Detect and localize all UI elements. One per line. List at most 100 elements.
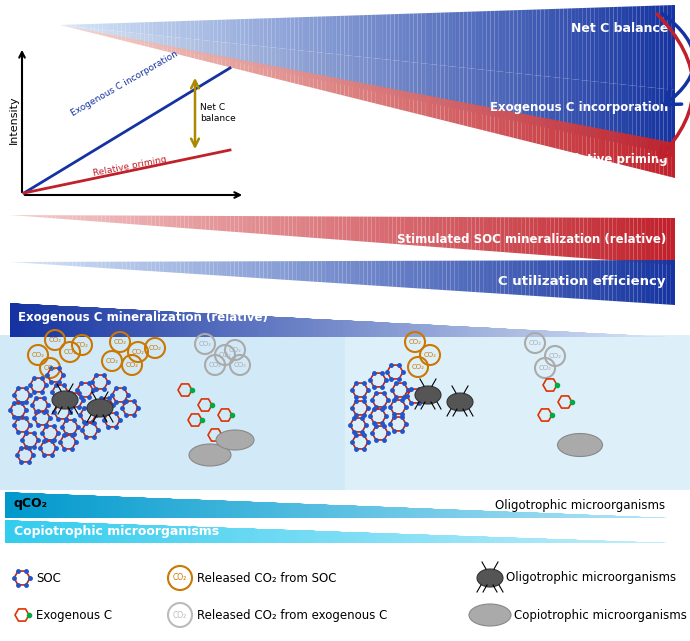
Polygon shape — [190, 526, 195, 543]
Polygon shape — [337, 54, 341, 85]
Polygon shape — [290, 69, 295, 83]
Polygon shape — [341, 16, 344, 55]
Polygon shape — [68, 24, 72, 26]
Polygon shape — [155, 262, 159, 272]
Polygon shape — [330, 261, 334, 283]
Polygon shape — [239, 262, 243, 277]
Polygon shape — [114, 308, 118, 337]
Polygon shape — [504, 260, 509, 294]
Polygon shape — [246, 528, 250, 543]
Polygon shape — [13, 520, 18, 543]
Polygon shape — [395, 14, 398, 61]
Polygon shape — [176, 216, 180, 228]
Polygon shape — [48, 262, 52, 265]
Polygon shape — [494, 11, 498, 71]
Polygon shape — [77, 495, 81, 518]
Polygon shape — [151, 215, 155, 226]
Polygon shape — [667, 142, 671, 177]
Polygon shape — [251, 216, 255, 233]
Polygon shape — [283, 49, 287, 73]
Polygon shape — [621, 85, 625, 144]
Polygon shape — [613, 334, 617, 337]
Polygon shape — [233, 44, 237, 62]
Polygon shape — [342, 261, 346, 284]
Polygon shape — [537, 512, 541, 518]
Polygon shape — [452, 100, 456, 124]
Polygon shape — [633, 6, 637, 86]
Polygon shape — [156, 44, 160, 50]
Polygon shape — [356, 56, 359, 88]
Polygon shape — [118, 31, 121, 38]
Polygon shape — [72, 306, 77, 337]
Polygon shape — [304, 530, 308, 543]
Polygon shape — [237, 19, 241, 44]
Polygon shape — [484, 260, 488, 293]
Polygon shape — [533, 75, 537, 126]
Polygon shape — [308, 504, 313, 518]
Polygon shape — [126, 22, 129, 32]
Polygon shape — [521, 113, 525, 141]
Polygon shape — [81, 215, 85, 221]
Polygon shape — [625, 6, 629, 85]
Polygon shape — [137, 22, 141, 33]
Polygon shape — [246, 501, 250, 518]
Polygon shape — [241, 44, 244, 64]
Polygon shape — [556, 78, 560, 131]
Polygon shape — [610, 7, 613, 83]
Polygon shape — [383, 14, 386, 60]
Polygon shape — [511, 512, 515, 518]
Polygon shape — [68, 522, 72, 543]
Polygon shape — [629, 516, 633, 518]
Polygon shape — [168, 216, 172, 227]
Polygon shape — [521, 217, 525, 254]
Polygon shape — [136, 497, 140, 518]
Polygon shape — [409, 261, 413, 288]
Polygon shape — [337, 78, 341, 95]
Polygon shape — [363, 321, 368, 337]
Polygon shape — [486, 70, 491, 116]
Polygon shape — [410, 13, 413, 62]
Text: Exogenous C incorporation: Exogenous C incorporation — [70, 49, 180, 118]
Polygon shape — [85, 495, 90, 518]
Polygon shape — [617, 515, 621, 518]
Polygon shape — [157, 498, 161, 518]
Polygon shape — [446, 326, 451, 337]
Polygon shape — [571, 79, 575, 134]
Polygon shape — [560, 78, 564, 131]
Text: CO₂: CO₂ — [408, 339, 422, 345]
Polygon shape — [225, 56, 229, 67]
Text: CO₂: CO₂ — [538, 365, 551, 371]
Polygon shape — [272, 317, 276, 337]
Polygon shape — [244, 60, 248, 72]
Polygon shape — [537, 76, 540, 126]
Bar — [345, 335, 690, 490]
Polygon shape — [452, 12, 456, 67]
Polygon shape — [106, 496, 110, 518]
Polygon shape — [537, 117, 540, 144]
Polygon shape — [656, 139, 660, 174]
Polygon shape — [413, 324, 417, 337]
Polygon shape — [22, 520, 26, 543]
Polygon shape — [195, 499, 199, 518]
Polygon shape — [39, 494, 43, 518]
Polygon shape — [48, 305, 52, 337]
FancyArrowPatch shape — [657, 14, 690, 158]
Polygon shape — [64, 26, 68, 27]
Polygon shape — [427, 508, 431, 518]
Polygon shape — [509, 217, 513, 253]
Polygon shape — [195, 51, 199, 60]
Polygon shape — [564, 122, 567, 151]
Polygon shape — [122, 262, 126, 269]
Polygon shape — [126, 309, 130, 337]
Polygon shape — [99, 24, 102, 29]
Polygon shape — [435, 508, 440, 518]
Polygon shape — [464, 12, 467, 68]
Polygon shape — [633, 85, 637, 147]
Polygon shape — [326, 261, 330, 283]
Polygon shape — [455, 261, 459, 291]
Polygon shape — [114, 262, 118, 269]
Polygon shape — [515, 537, 520, 543]
Polygon shape — [575, 260, 580, 299]
Polygon shape — [359, 506, 364, 518]
Polygon shape — [494, 108, 498, 134]
